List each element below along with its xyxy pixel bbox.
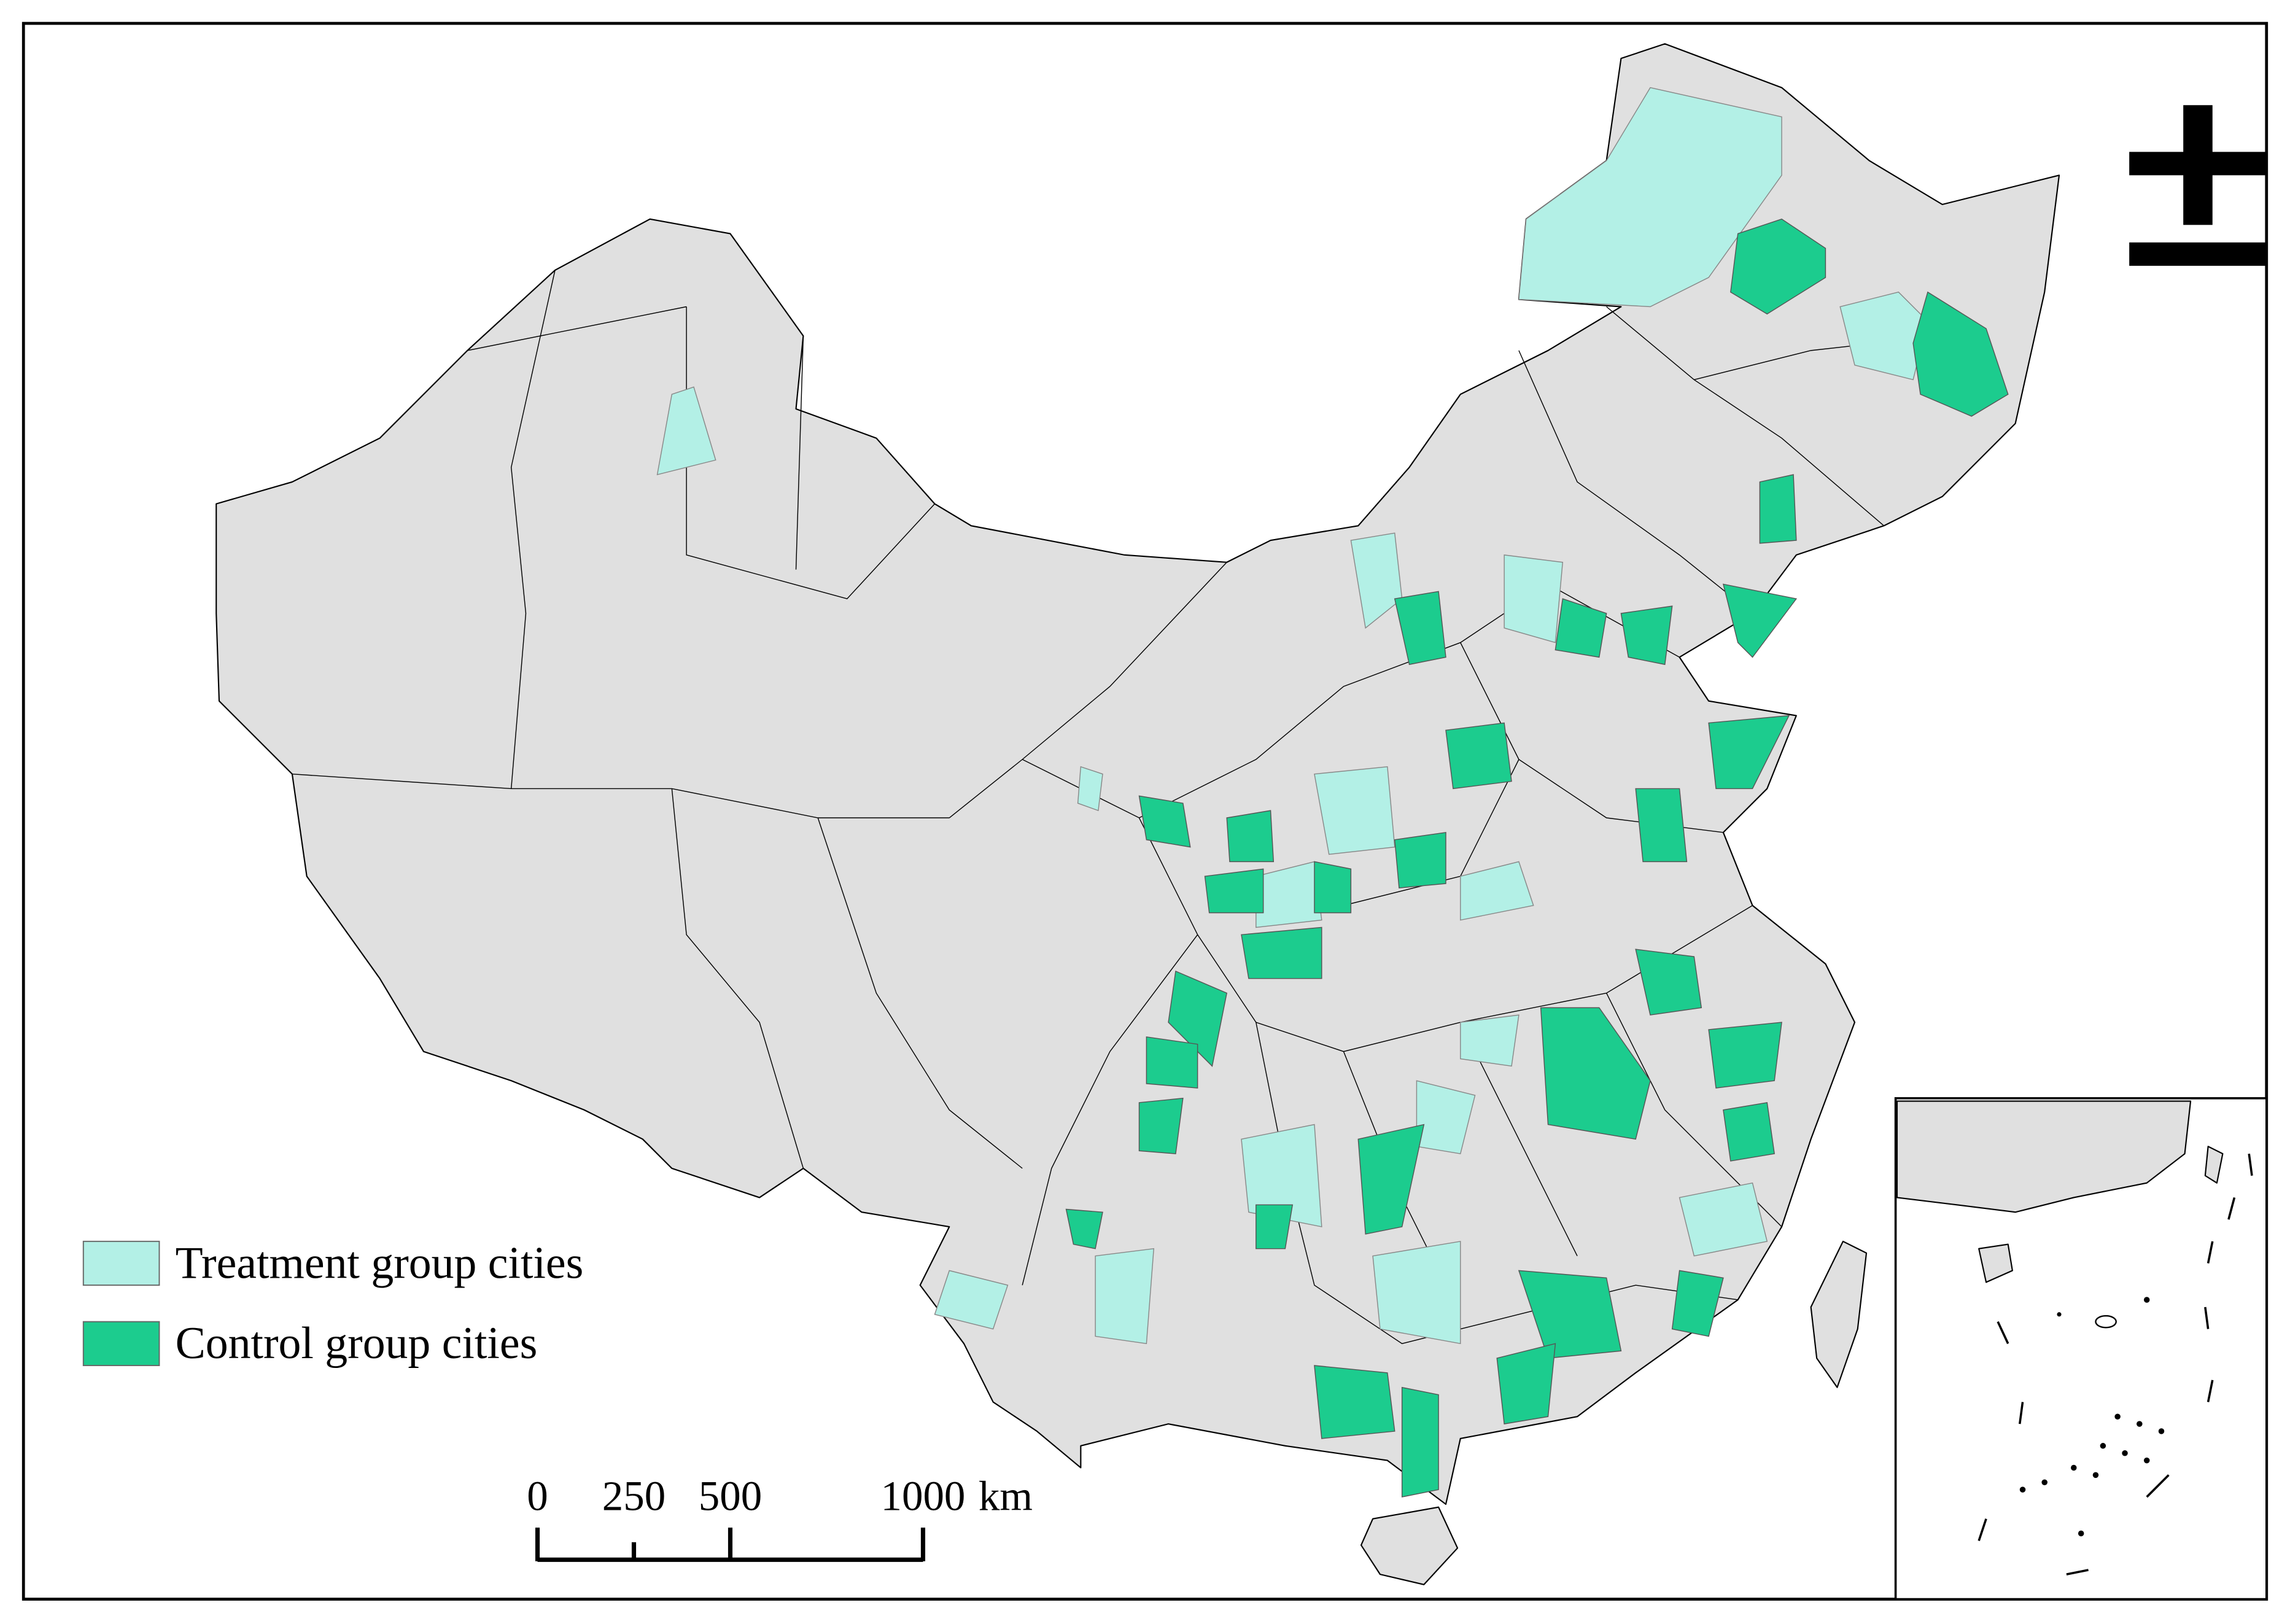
control-city <box>1540 1007 1651 1140</box>
north-arrow <box>2129 105 2267 266</box>
control-city <box>1554 598 1607 658</box>
control-city <box>1357 1124 1425 1235</box>
treatment-city <box>1518 87 1782 308</box>
treatment-city <box>1314 766 1395 855</box>
treatment-city <box>1241 1124 1322 1227</box>
treatment-city <box>1095 1248 1155 1345</box>
treatment-city <box>1460 861 1534 921</box>
control-city <box>1138 795 1191 848</box>
control-city <box>1708 715 1790 790</box>
control-city <box>1241 927 1322 979</box>
legend-label: Treatment group cities <box>176 1237 584 1288</box>
control-city <box>1620 605 1673 666</box>
inset-hainan <box>1978 1243 2013 1283</box>
treatment-city <box>656 386 716 476</box>
control-city <box>1256 1204 1294 1249</box>
control-city <box>1314 861 1352 914</box>
legend: Treatment group cities Control group citi… <box>82 1237 584 1368</box>
control-city <box>1314 1365 1395 1439</box>
control-city <box>1445 722 1512 790</box>
control-city <box>1912 291 2009 417</box>
control-cities <box>1065 219 2009 1498</box>
scale-bar: 0 250 500 1000 km <box>527 1472 1033 1562</box>
treatment-city <box>1416 1080 1476 1154</box>
control-city <box>1635 949 1702 1016</box>
control-city <box>1394 591 1446 666</box>
inset-map <box>1894 1097 2268 1601</box>
control-city <box>1722 583 1798 658</box>
inset-south-china <box>1896 1100 2192 1213</box>
treatment-cities <box>656 87 1928 1345</box>
control-city <box>1138 1097 1184 1154</box>
treatment-city <box>1372 1240 1461 1345</box>
nine-dash-line <box>1978 1153 2253 1575</box>
boundaries <box>292 270 1943 1345</box>
taiwan <box>1810 1240 1868 1388</box>
control-city <box>1168 970 1228 1067</box>
control-city <box>1730 219 1826 315</box>
treatment-city <box>1679 1182 1768 1257</box>
control-city <box>1496 1343 1556 1424</box>
scale-label: 1000 <box>880 1472 965 1519</box>
scale-label: 0 <box>527 1472 548 1519</box>
control-city <box>1226 810 1275 863</box>
hainan <box>1360 1506 1459 1585</box>
legend-swatch <box>82 1321 160 1366</box>
control-city <box>1708 1022 1782 1089</box>
inset-taiwan <box>2204 1146 2224 1184</box>
control-city <box>1204 868 1264 914</box>
legend-swatch <box>82 1240 160 1286</box>
scale-label: 250 <box>602 1472 666 1519</box>
control-city <box>1671 1270 1724 1337</box>
control-city <box>1146 1036 1198 1089</box>
treatment-city <box>1460 1014 1520 1067</box>
islands <box>2019 1297 2165 1537</box>
treatment-city <box>1077 766 1103 812</box>
control-city <box>1394 831 1446 888</box>
control-city <box>1065 1208 1103 1249</box>
scale-label: 500 <box>699 1472 762 1519</box>
control-city <box>1401 1386 1439 1498</box>
legend-label: Control group cities <box>176 1318 538 1368</box>
control-city <box>1518 1270 1622 1359</box>
treatment-city <box>934 1270 1009 1330</box>
treatment-city <box>1504 554 1564 643</box>
control-city <box>1723 1102 1775 1162</box>
control-city <box>1635 788 1688 863</box>
scale-unit: km <box>979 1472 1033 1519</box>
control-city <box>1759 474 1797 544</box>
